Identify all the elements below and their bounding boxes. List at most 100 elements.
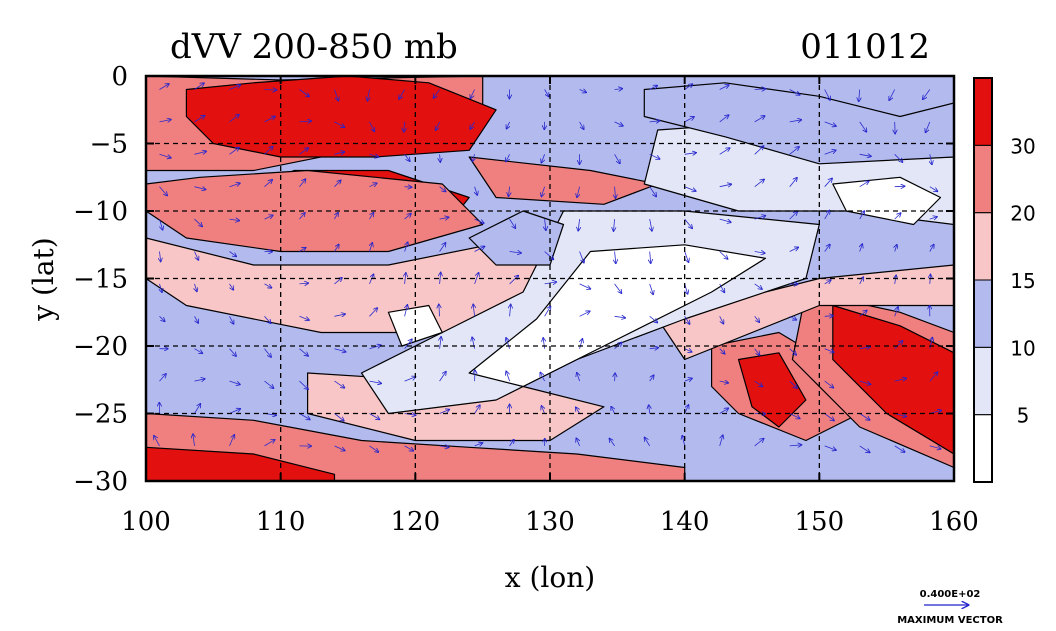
wind-vector-66 [859,154,871,156]
wind-vector-158 [860,277,864,285]
chart-title: dVV 200-850 mb [170,27,458,67]
wind-vector-172 [544,306,551,317]
wind-vector-246 [719,408,729,414]
wind-vector-207 [159,374,167,382]
wind-vector-55 [472,154,474,161]
wind-vector-164 [264,316,271,323]
colorbar: 5 10 15 20 30 [973,77,1036,483]
wind-vector-196 [580,339,583,349]
wind-vector-161 [159,316,165,321]
wind-vector-79 [509,186,510,197]
wind-vector-154 [719,283,725,293]
wind-vector-60 [649,153,660,159]
wind-vector-131 [719,251,728,260]
colorbar-labels: 5 10 15 20 30 [1010,134,1035,427]
wind-vector-3 [264,90,277,91]
wind-vector-213 [369,381,382,383]
wind-vector-167 [369,308,378,317]
wind-vector-31 [436,121,440,130]
wind-vector-235 [334,413,344,421]
wind-vector-63 [754,146,764,155]
contour-region-6 [146,446,336,481]
wind-vector-255 [229,435,235,447]
wind-vector-119 [299,248,306,252]
contour-region-16 [387,304,443,347]
wind-vector-113 [894,213,901,220]
wind-vector-40 [754,116,765,123]
wind-vector-76 [404,187,412,188]
wind-vector-127 [579,251,584,263]
wind-vector-62 [719,148,730,155]
wind-vector-41 [789,120,802,122]
wind-vector-5 [334,89,339,101]
wind-vectors [154,83,941,452]
wind-vector-199 [684,349,692,352]
wind-vector-32 [470,121,475,129]
wind-vector-17 [754,89,766,90]
wind-vector-170 [473,304,474,317]
wind-vector-160 [930,275,931,284]
wind-vector-92 [159,218,163,230]
wind-vector-254 [193,434,195,446]
x-tick-label: 100 [121,507,171,537]
wind-vector-222 [684,378,692,381]
x-tick-label: 110 [256,507,306,537]
wind-vector-205 [894,341,903,349]
wind-vector-198 [649,348,659,349]
wind-vector-56 [506,154,510,161]
contour-region-18 [832,176,942,226]
y-tick-label: −5 [90,130,128,160]
wind-vector-135 [860,244,863,252]
wind-vector-180 [824,316,833,317]
wind-vector-146 [440,273,441,284]
wind-vector-268 [682,436,684,446]
wind-vector-239 [474,405,480,414]
wind-vector-102 [509,218,516,228]
maximum-vector-legend: 0.400E+02 MAXIMUM VECTOR [897,589,1003,626]
wind-vector-69 [159,186,168,196]
wind-vector-54 [440,154,441,162]
wind-vector-64 [789,147,799,155]
wind-vector-83 [649,186,657,197]
wind-vector-155 [754,283,762,289]
wind-vector-195 [543,338,544,349]
wind-vector-12 [579,90,587,93]
wind-vector-238 [439,410,450,414]
wind-vector-65 [824,150,836,155]
wind-vector-242 [576,407,580,414]
wind-vector-157 [824,280,831,285]
wind-vector-126 [544,251,554,260]
wind-vector-253 [154,436,160,447]
colorbar-swatches [973,77,993,483]
wind-vector-200 [719,348,725,354]
wind-vector-96 [299,213,305,220]
wind-vector-124 [474,246,485,252]
wind-vector-2 [229,85,241,90]
wind-vector-78 [475,186,478,195]
x-axis-label: x (lon) [505,561,595,594]
wind-vector-232 [229,409,241,414]
wind-vector-80 [541,186,545,197]
x-tick-label: 150 [795,507,845,537]
wind-vector-132 [754,252,765,254]
wind-vector-11 [544,89,549,97]
axis-ticks [145,75,955,482]
wind-vector-176 [684,316,690,324]
wind-vector-145 [405,273,406,284]
colorbar-swatch-5 [973,77,993,146]
wind-vector-24 [194,116,205,123]
wind-vector-16 [719,85,729,90]
wind-vector-267 [645,438,651,447]
x-tick-label: 130 [525,507,575,537]
wind-vector-67 [894,154,903,162]
wind-vector-136 [895,245,897,252]
wind-vector-193 [472,337,475,349]
wind-vector-49 [264,147,273,155]
wind-vector-209 [229,380,241,384]
y-tick-label: −10 [73,197,128,227]
wind-vector-84 [684,186,696,191]
y-tick-label: −25 [73,400,128,430]
wind-vector-221 [649,375,654,382]
wind-vector-39 [719,115,729,123]
wind-vector-106 [650,219,652,231]
